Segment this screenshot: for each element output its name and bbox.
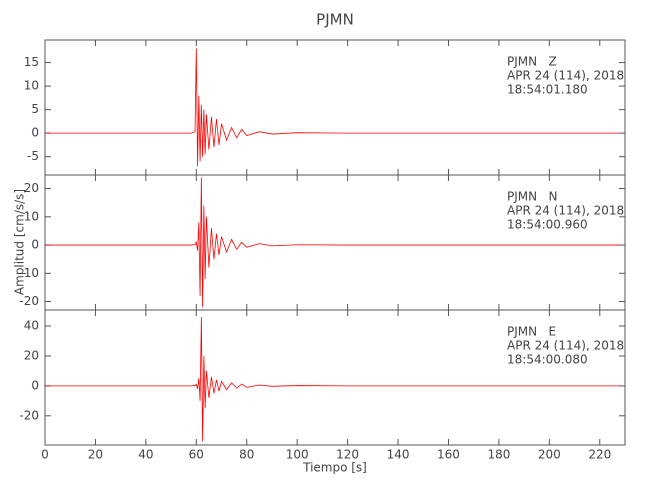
y-tick-label: 20 [24,348,39,362]
annotation: APR 24 (114), 2018 [507,69,624,83]
x-tick-label: 60 [189,448,204,462]
annotation: PJMN Z [507,55,557,69]
x-axis-label: Tiempo [s] [302,461,367,475]
y-tick-label: -10 [19,266,39,280]
y-tick-label: 15 [24,55,39,69]
y-tick-label: -5 [27,149,39,163]
annotation: PJMN E [507,325,556,339]
x-tick-label: 160 [437,448,460,462]
y-tick-label: 0 [31,378,39,392]
x-tick-label: 80 [239,448,254,462]
annotation: 18:54:00.080 [507,353,588,367]
x-tick-label: 200 [538,448,561,462]
y-tick-label: 20 [24,181,39,195]
y-tick-label: -20 [19,408,39,422]
annotation: APR 24 (114), 2018 [507,204,624,218]
y-tick-label: 10 [24,209,39,223]
x-tick-label: 20 [88,448,103,462]
x-tick-label: 180 [487,448,510,462]
x-tick-label: 140 [387,448,410,462]
annotation: PJMN N [507,190,558,204]
panel-frame [44,309,626,446]
annotation: 18:54:00.960 [507,218,588,232]
x-tick-label: 120 [336,448,359,462]
y-tick-label: 5 [31,102,39,116]
waveform [45,48,620,167]
y-tick-label: 40 [24,319,39,333]
waveform [45,317,620,442]
waveform [45,177,620,308]
x-tick-label: 0 [41,448,49,462]
y-tick-label: 0 [31,238,39,252]
annotation: 18:54:01.180 [507,83,588,97]
x-tick-label: 100 [286,448,309,462]
y-tick-label: -20 [19,294,39,308]
y-tick-label: 10 [24,79,39,93]
annotation: APR 24 (114), 2018 [507,339,624,353]
y-axis-label: Amplitud [cm/s/s] [13,189,27,295]
chart-title: PJMN [316,11,354,29]
x-tick-label: 40 [138,448,153,462]
y-tick-label: 0 [31,126,39,140]
x-tick-label: 220 [588,448,611,462]
